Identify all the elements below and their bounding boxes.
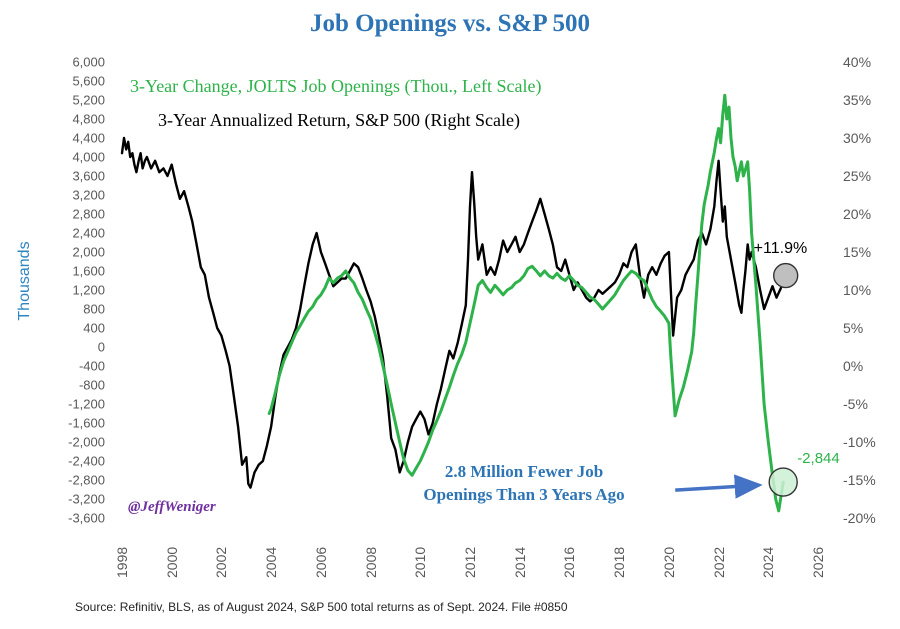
callout-arrow bbox=[675, 474, 763, 499]
left-axis-tick: 2,800 bbox=[72, 206, 105, 222]
sp500-end-marker bbox=[772, 262, 799, 289]
left-axis-tick: -2,000 bbox=[68, 434, 105, 450]
left-axis-tick: 4,400 bbox=[72, 130, 105, 146]
left-axis-tick: -800 bbox=[78, 377, 105, 393]
left-axis-tick: 3,600 bbox=[72, 168, 105, 184]
source-note: Source: Refinitiv, BLS, as of August 202… bbox=[75, 600, 568, 614]
legend-sp500-label: 3-Year Annualized Return, S&P 500 (Right… bbox=[158, 110, 520, 130]
left-axis-tick: 3,200 bbox=[72, 187, 105, 203]
left-axis-tick: 2,400 bbox=[72, 225, 105, 241]
callout-text: 2.8 Million Fewer Job Openings Than 3 Ye… bbox=[378, 461, 670, 507]
left-axis-tick: -2,800 bbox=[68, 472, 105, 488]
watermark: @JeffWeniger bbox=[128, 499, 216, 515]
right-axis-tick: 0% bbox=[843, 358, 864, 374]
jolts-end-marker bbox=[768, 467, 798, 497]
left-axis-tick: 1,600 bbox=[72, 263, 105, 279]
right-axis-tick: 40% bbox=[843, 54, 872, 70]
right-axis-tick: 10% bbox=[843, 282, 872, 298]
left-axis-tick: 400 bbox=[83, 320, 105, 336]
left-axis-tick: -3,600 bbox=[68, 510, 105, 526]
right-axis-tick: -20% bbox=[843, 510, 876, 526]
right-axis-tick: 30% bbox=[843, 130, 872, 146]
left-axis-tick: -1,600 bbox=[68, 415, 105, 431]
jolts-endpoint-label: -2,844 bbox=[797, 450, 840, 468]
left-axis-tick: 4,800 bbox=[72, 111, 105, 127]
right-axis-tick: -15% bbox=[843, 472, 876, 488]
right-axis-tick: 5% bbox=[843, 320, 864, 336]
left-axis-tick: 5,200 bbox=[72, 92, 105, 108]
left-axis-tick: -400 bbox=[78, 358, 105, 374]
left-axis-tick: 800 bbox=[83, 301, 105, 317]
right-axis-tick: 35% bbox=[843, 92, 872, 108]
left-axis-tick: -2,400 bbox=[68, 453, 105, 469]
right-axis-tick: 25% bbox=[843, 168, 872, 184]
left-axis-tick: -1,200 bbox=[68, 396, 105, 412]
callout-line1: 2.8 Million Fewer Job bbox=[444, 462, 604, 481]
sp500-line bbox=[120, 136, 787, 489]
left-axis-tick: 1,200 bbox=[72, 282, 105, 298]
right-axis-tick: 20% bbox=[843, 206, 872, 222]
legend-jolts-label: 3-Year Change, JOLTS Job Openings (Thou.… bbox=[130, 76, 542, 96]
sp500-endpoint-label: +11.9% bbox=[753, 239, 808, 257]
left-axis-tick: 5,600 bbox=[72, 73, 105, 89]
right-axis-tick: -10% bbox=[843, 434, 876, 450]
callout-line2: Openings Than 3 Years Ago bbox=[423, 484, 625, 504]
left-axis-tick: -3,200 bbox=[68, 491, 105, 507]
left-axis-tick: 6,000 bbox=[72, 54, 105, 70]
right-axis-tick: 15% bbox=[843, 244, 872, 260]
left-axis-tick: 4,000 bbox=[72, 149, 105, 165]
left-axis-tick: 0 bbox=[97, 339, 105, 355]
right-axis-tick: -5% bbox=[843, 396, 868, 412]
left-axis-tick: 2,000 bbox=[72, 244, 105, 260]
jolts-line bbox=[267, 93, 785, 513]
chart-title: Job Openings vs. S&P 500 bbox=[310, 10, 590, 37]
